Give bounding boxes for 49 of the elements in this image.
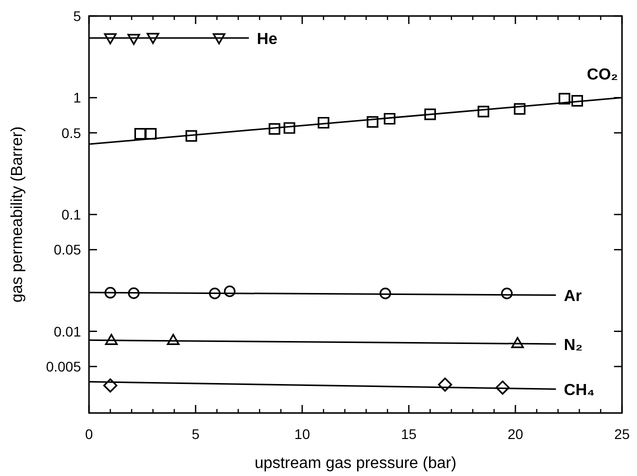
x-tick-label: 15 <box>401 426 417 442</box>
point <box>318 116 330 129</box>
point <box>380 288 392 300</box>
point <box>438 378 452 392</box>
point <box>424 108 436 120</box>
point <box>514 103 526 115</box>
point <box>166 334 180 345</box>
point <box>501 288 513 300</box>
point <box>103 378 118 393</box>
legend-label: He <box>256 31 278 48</box>
text: CH₄ <box>564 382 595 400</box>
point <box>571 95 584 107</box>
series-label: CO₂ <box>586 66 618 84</box>
point <box>558 92 570 104</box>
point <box>127 34 140 45</box>
x-tick-label: 10 <box>294 426 310 442</box>
point <box>268 123 280 135</box>
point <box>511 336 524 348</box>
point <box>104 33 117 44</box>
x-tick-label: 5 <box>192 426 200 442</box>
x-tick-label: 20 <box>508 426 524 442</box>
point <box>384 112 396 125</box>
text: Ar <box>564 288 582 306</box>
point <box>105 334 118 345</box>
point <box>145 128 157 140</box>
x-axis-title: upstream gas pressure (bar) <box>254 455 456 472</box>
point <box>496 380 510 395</box>
point <box>186 130 198 142</box>
y-tick-label: 1 <box>73 90 82 106</box>
point <box>224 286 236 298</box>
y-tick-label: 0.05 <box>54 242 82 258</box>
point <box>134 128 146 140</box>
point <box>366 116 378 128</box>
y-tick-label: 0.1 <box>62 206 82 222</box>
point <box>208 288 221 300</box>
y-tick-label: 0.005 <box>46 358 82 375</box>
point <box>104 286 116 299</box>
x-tick-label: 0 <box>85 426 94 442</box>
y-tick-label: 0.5 <box>62 124 82 141</box>
y-tick-label: 5 <box>73 8 82 24</box>
point <box>128 287 140 299</box>
y-axis-title: gas permeability (Barrer) <box>9 126 26 303</box>
point <box>284 122 296 134</box>
x-tick-label: 25 <box>614 426 630 442</box>
point <box>146 32 160 44</box>
y-tick-label: 0.01 <box>54 323 82 340</box>
text: N₂ <box>564 336 583 354</box>
point <box>478 106 490 118</box>
point <box>212 33 226 44</box>
